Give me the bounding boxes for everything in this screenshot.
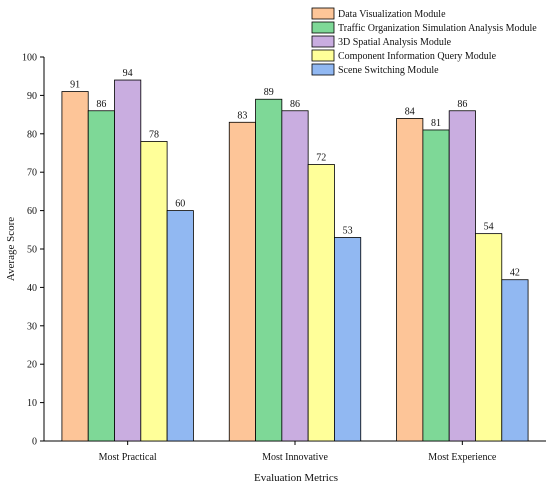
- legend-swatch: [311, 63, 335, 76]
- data-label: 83: [237, 110, 247, 121]
- data-label: 86: [290, 99, 300, 110]
- y-tick-label: 20: [27, 360, 37, 371]
- data-label: 86: [96, 99, 106, 110]
- data-label: 89: [264, 87, 274, 98]
- data-label: 60: [175, 199, 185, 210]
- data-label: 54: [484, 222, 494, 233]
- y-tick-label: 70: [27, 168, 37, 179]
- y-tick-label: 10: [27, 398, 37, 409]
- legend-label: Data Visualization Module: [338, 9, 446, 20]
- y-tick-label: 60: [27, 206, 37, 217]
- bar: [448, 110, 476, 442]
- legend-label: 3D Spatial Analysis Module: [338, 37, 452, 48]
- x-tick-label: Most Experience: [428, 452, 497, 463]
- y-tick-label: 80: [27, 129, 37, 140]
- data-label: 53: [343, 225, 353, 236]
- data-label: 78: [149, 129, 159, 140]
- plot-area: 0 10 20 30 40 50 60 70 80 90 100 Most Practical 91 86…: [22, 53, 546, 463]
- legend-swatch: [311, 7, 335, 20]
- legend-swatch: [311, 21, 335, 34]
- y-tick-label: 30: [27, 321, 37, 332]
- bar: [228, 121, 256, 442]
- bar: [422, 129, 450, 442]
- data-label: 91: [70, 80, 80, 91]
- bar: [396, 118, 424, 442]
- legend-label: Scene Switching Module: [338, 65, 439, 76]
- data-label: 42: [510, 268, 520, 279]
- bar: [61, 91, 89, 442]
- bar: [501, 279, 529, 442]
- y-tick-label: 40: [27, 283, 37, 294]
- data-label: 94: [123, 68, 133, 79]
- data-label: 72: [316, 153, 326, 164]
- bar: [281, 110, 309, 442]
- y-tick-label: 100: [22, 53, 37, 64]
- data-label: 84: [405, 106, 415, 117]
- legend-swatch: [311, 35, 335, 48]
- bar: [255, 98, 283, 442]
- legend-label: Traffic Organization Simulation Analysis…: [338, 23, 537, 34]
- bar: [475, 233, 503, 442]
- bar: [166, 210, 194, 442]
- bar: [307, 164, 335, 442]
- y-tick-label: 50: [27, 245, 37, 256]
- y-tick-label: 0: [32, 437, 37, 448]
- bar: [334, 237, 362, 442]
- bar: [140, 141, 168, 442]
- data-label: 81: [431, 118, 441, 129]
- x-axis-title: Evaluation Metrics: [254, 472, 338, 484]
- x-tick-label: Most Practical: [99, 452, 157, 463]
- legend: Data Visualization Module Traffic Organiz…: [311, 7, 537, 76]
- data-label: 86: [457, 99, 467, 110]
- bar: [87, 110, 115, 442]
- bar: [114, 79, 142, 442]
- y-tick-label: 90: [27, 91, 37, 102]
- y-axis-title: Average Score: [5, 217, 17, 281]
- legend-swatch: [311, 49, 335, 62]
- legend-label: Component Information Query Module: [338, 51, 497, 62]
- x-tick-label: Most Innovative: [262, 452, 328, 463]
